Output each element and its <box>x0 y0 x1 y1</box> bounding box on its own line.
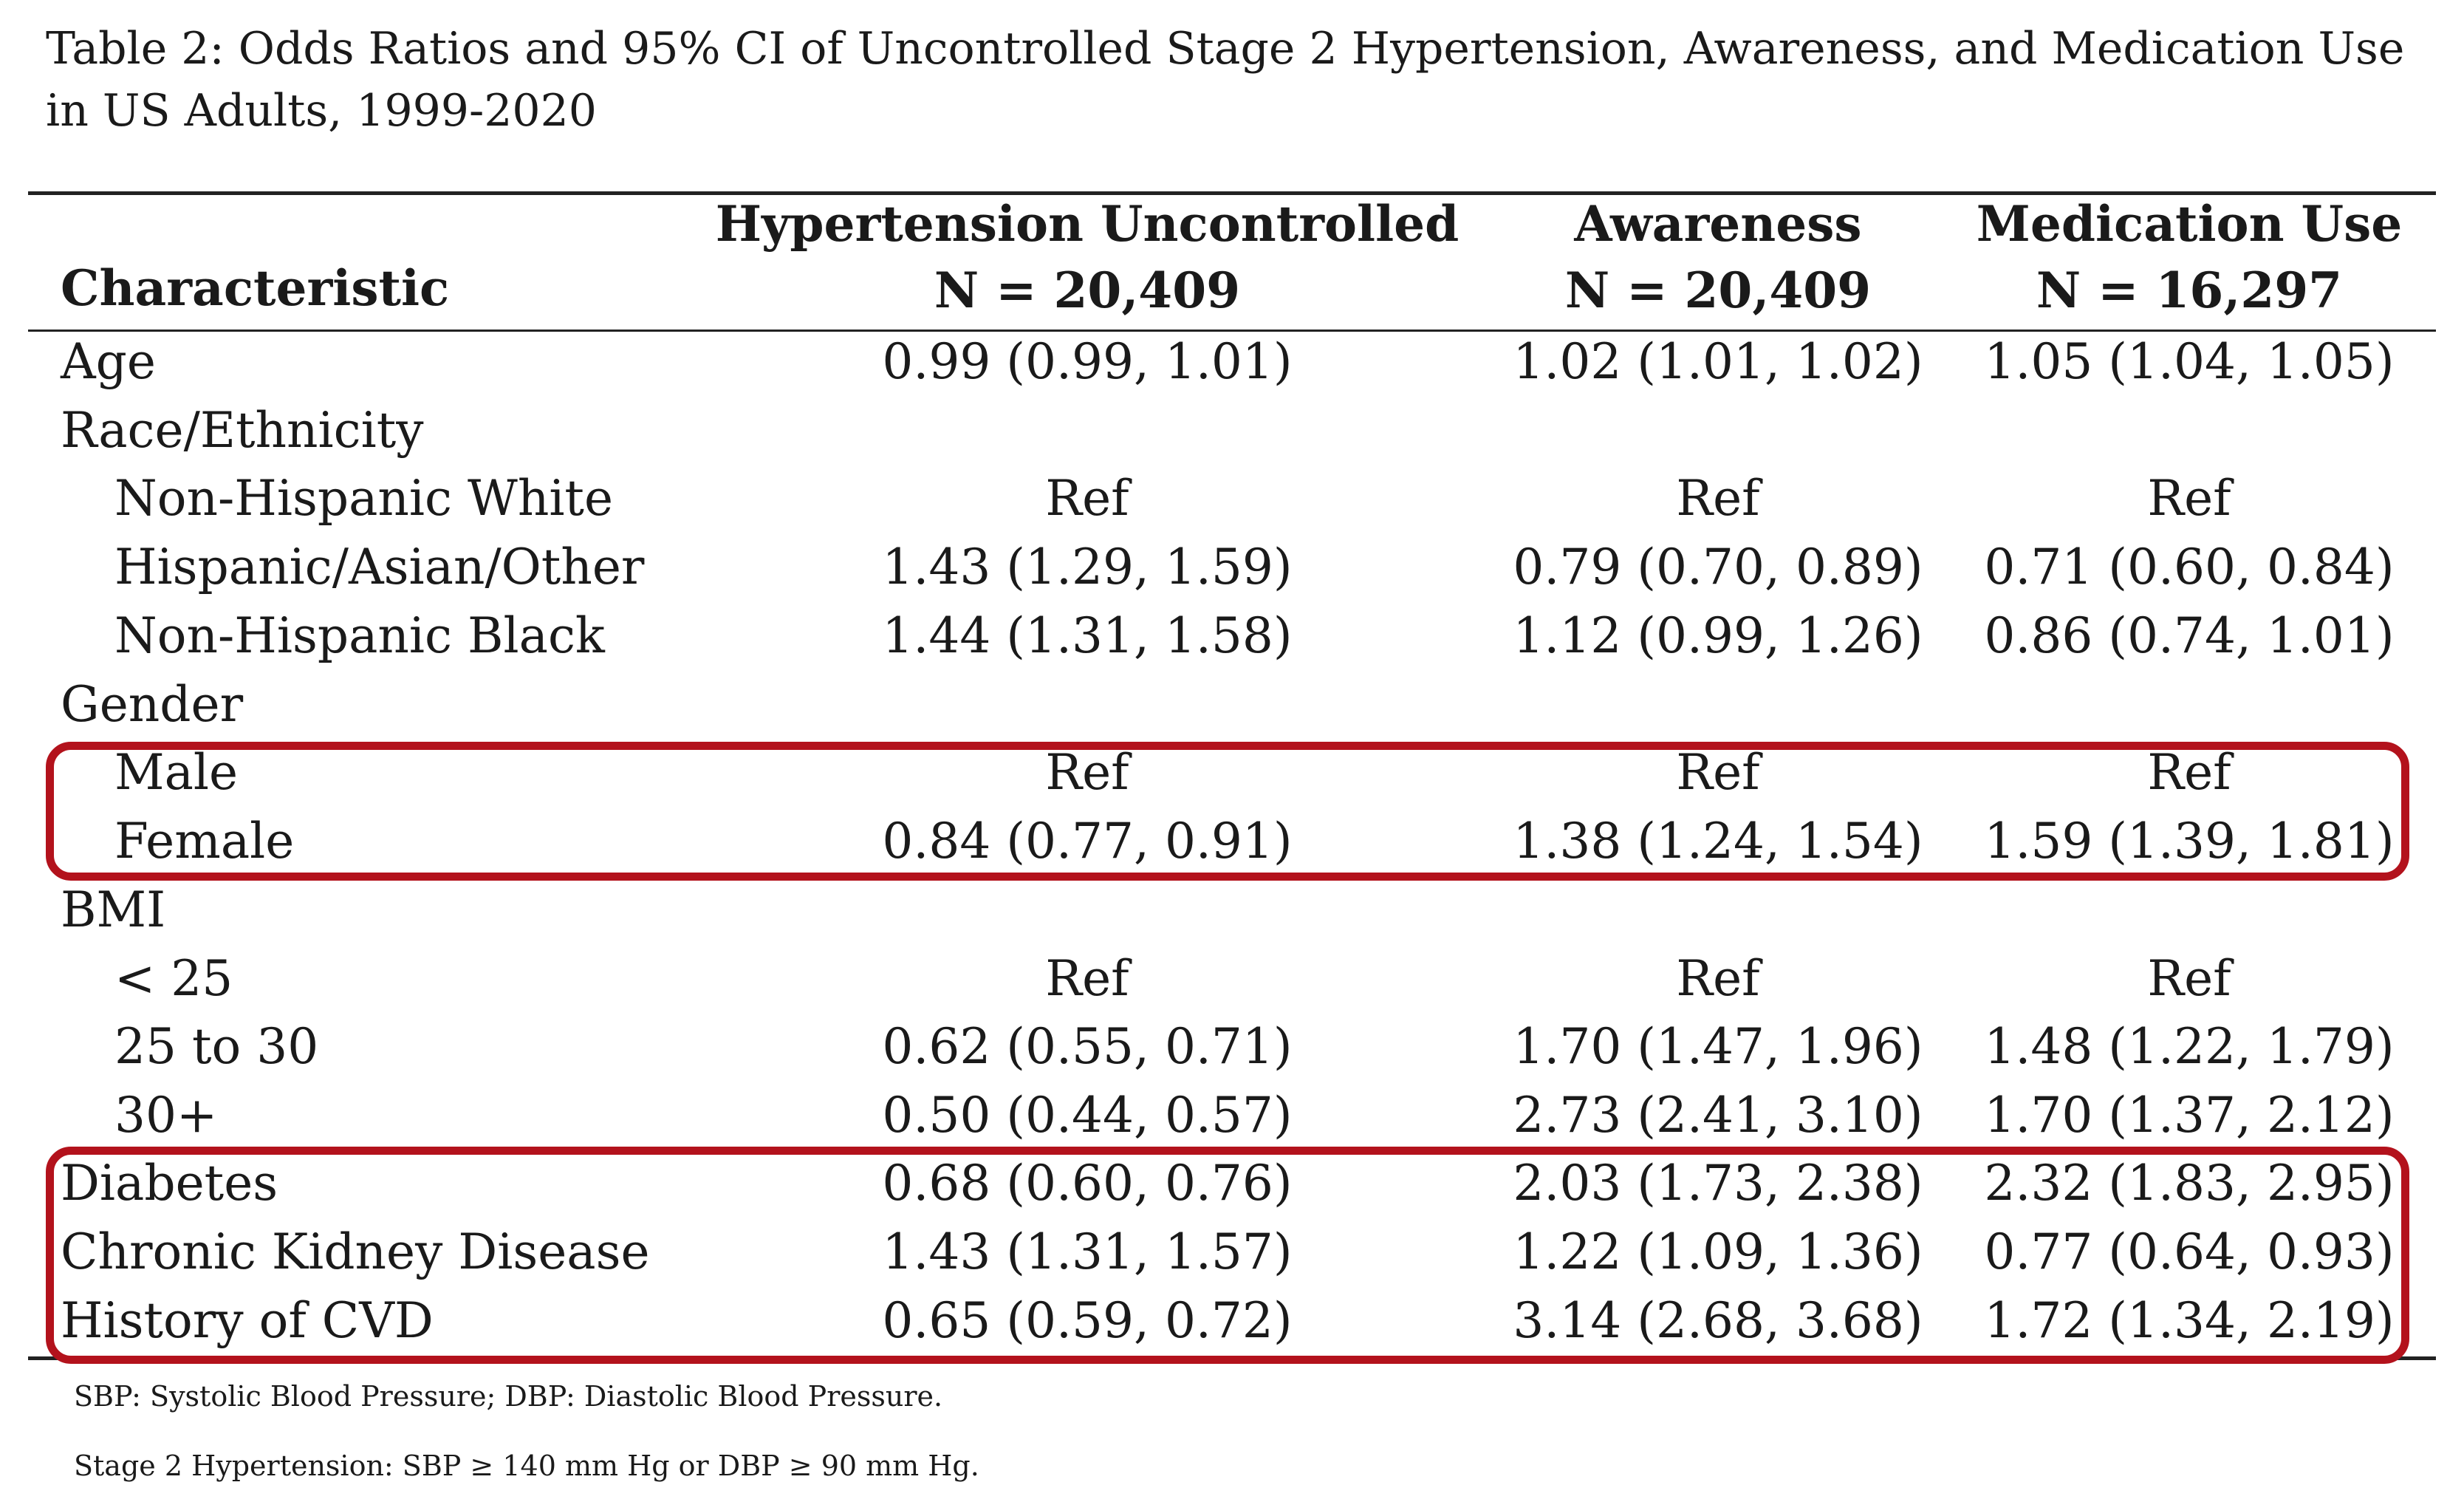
row-label: 30+ <box>114 1087 218 1144</box>
row-label: Diabetes <box>61 1155 278 1212</box>
table-row: Gender <box>0 671 2464 739</box>
table-row: < 25 Ref Ref Ref <box>0 945 2464 1013</box>
cell-hypertension-uncontrolled: Ref <box>1045 744 1129 801</box>
cell-hypertension-uncontrolled: 1.43 (1.29, 1.59) <box>882 539 1293 595</box>
header-awareness: Awareness N = 20,409 <box>1565 191 1871 324</box>
table-row: Age 0.99 (0.99, 1.01) 1.02 (1.01, 1.02) … <box>0 328 2464 396</box>
cell-medication-use: Ref <box>2147 470 2231 527</box>
cell-hypertension-uncontrolled: Ref <box>1045 950 1129 1007</box>
row-label: < 25 <box>114 950 233 1007</box>
cell-awareness: Ref <box>1676 470 1760 527</box>
cell-medication-use: 0.86 (0.74, 1.01) <box>1984 607 2395 664</box>
header-n: N = 20,409 <box>934 262 1241 319</box>
cell-hypertension-uncontrolled: 1.43 (1.31, 1.57) <box>882 1223 1293 1280</box>
cell-medication-use: Ref <box>2147 744 2231 801</box>
row-label: Non-Hispanic White <box>114 470 614 527</box>
cell-hypertension-uncontrolled: 0.65 (0.59, 0.72) <box>882 1292 1293 1349</box>
row-label: Female <box>114 813 295 870</box>
cell-awareness: 1.70 (1.47, 1.96) <box>1513 1018 1923 1075</box>
table-row: History of CVD 0.65 (0.59, 0.72) 3.14 (2… <box>0 1287 2464 1355</box>
row-label: Hispanic/Asian/Other <box>114 539 645 595</box>
row-label: Gender <box>61 676 244 733</box>
cell-awareness: 3.14 (2.68, 3.68) <box>1513 1292 1923 1349</box>
header-medication-use: Medication Use N = 16,297 <box>1977 191 2402 324</box>
cell-awareness: 1.02 (1.01, 1.02) <box>1513 333 1923 390</box>
cell-medication-use: 2.32 (1.83, 2.95) <box>1984 1155 2395 1212</box>
row-label: History of CVD <box>61 1292 434 1349</box>
footnote-abbreviations: SBP: Systolic Blood Pressure; DBP: Diast… <box>74 1380 943 1413</box>
cell-medication-use: Ref <box>2147 950 2231 1007</box>
cell-medication-use: 1.05 (1.04, 1.05) <box>1984 333 2395 390</box>
table-caption: Table 2: Odds Ratios and 95% CI of Uncon… <box>46 18 2409 142</box>
table-row: Hispanic/Asian/Other 1.43 (1.29, 1.59) 0… <box>0 533 2464 601</box>
cell-medication-use: 0.77 (0.64, 0.93) <box>1984 1223 2395 1280</box>
caption-line-2: in US Adults, 1999-2020 <box>46 85 597 137</box>
highlight-box-gender <box>46 742 2409 881</box>
table-row: BMI <box>0 876 2464 944</box>
table-row: Race/Ethnicity <box>0 397 2464 465</box>
cell-hypertension-uncontrolled: 1.44 (1.31, 1.58) <box>882 607 1293 664</box>
row-label: Race/Ethnicity <box>61 402 424 459</box>
table-row: Diabetes 0.68 (0.60, 0.76) 2.03 (1.73, 2… <box>0 1150 2464 1218</box>
cell-awareness: 0.79 (0.70, 0.89) <box>1513 539 1923 595</box>
header-title: Awareness <box>1574 195 1862 253</box>
footnote-definition: Stage 2 Hypertension: SBP ≥ 140 mm Hg or… <box>74 1450 979 1482</box>
header-hypertension-uncontrolled: Hypertension Uncontrolled N = 20,409 <box>716 191 1459 324</box>
table-row: Chronic Kidney Disease 1.43 (1.31, 1.57)… <box>0 1218 2464 1286</box>
cell-medication-use: 0.71 (0.60, 0.84) <box>1984 539 2395 595</box>
header-title: Hypertension Uncontrolled <box>715 195 1459 253</box>
table-row: Female 0.84 (0.77, 0.91) 1.38 (1.24, 1.5… <box>0 808 2464 875</box>
header-rule <box>28 330 2436 332</box>
cell-awareness: 1.22 (1.09, 1.36) <box>1513 1223 1923 1280</box>
cell-medication-use: 1.59 (1.39, 1.81) <box>1984 813 2395 870</box>
row-label: Non-Hispanic Black <box>114 607 605 664</box>
row-label: 25 to 30 <box>114 1018 319 1075</box>
top-rule <box>28 191 2436 195</box>
caption-line-1: Table 2: Odds Ratios and 95% CI of Uncon… <box>46 23 2405 75</box>
table-row: Non-Hispanic Black 1.44 (1.31, 1.58) 1.1… <box>0 602 2464 670</box>
row-label: BMI <box>61 881 166 938</box>
header-title: Medication Use <box>1976 195 2403 253</box>
header-characteristic: Characteristic <box>61 259 450 317</box>
cell-hypertension-uncontrolled: 0.62 (0.55, 0.71) <box>882 1018 1293 1075</box>
table-row: 30+ 0.50 (0.44, 0.57) 2.73 (2.41, 3.10) … <box>0 1082 2464 1150</box>
table-row: Male Ref Ref Ref <box>0 739 2464 807</box>
row-label: Male <box>114 744 239 801</box>
table-row: Non-Hispanic White Ref Ref Ref <box>0 465 2464 533</box>
cell-awareness: 2.03 (1.73, 2.38) <box>1513 1155 1923 1212</box>
cell-awareness: 1.38 (1.24, 1.54) <box>1513 813 1923 870</box>
row-label: Chronic Kidney Disease <box>61 1223 650 1280</box>
cell-awareness: Ref <box>1676 950 1760 1007</box>
cell-hypertension-uncontrolled: 0.84 (0.77, 0.91) <box>882 813 1293 870</box>
cell-medication-use: 1.72 (1.34, 2.19) <box>1984 1292 2395 1349</box>
cell-awareness: 1.12 (0.99, 1.26) <box>1513 607 1923 664</box>
cell-medication-use: 1.48 (1.22, 1.79) <box>1984 1018 2395 1075</box>
highlight-box-conditions <box>46 1147 2409 1364</box>
table-row: 25 to 30 0.62 (0.55, 0.71) 1.70 (1.47, 1… <box>0 1013 2464 1081</box>
cell-awareness: Ref <box>1676 744 1760 801</box>
header-n: N = 16,297 <box>2036 262 2343 319</box>
cell-medication-use: 1.70 (1.37, 2.12) <box>1984 1087 2395 1144</box>
row-label: Age <box>61 333 156 390</box>
cell-awareness: 2.73 (2.41, 3.10) <box>1513 1087 1923 1144</box>
header-n: N = 20,409 <box>1564 262 1872 319</box>
cell-hypertension-uncontrolled: 0.99 (0.99, 1.01) <box>882 333 1293 390</box>
cell-hypertension-uncontrolled: 0.50 (0.44, 0.57) <box>882 1087 1293 1144</box>
cell-hypertension-uncontrolled: Ref <box>1045 470 1129 527</box>
cell-hypertension-uncontrolled: 0.68 (0.60, 0.76) <box>882 1155 1293 1212</box>
